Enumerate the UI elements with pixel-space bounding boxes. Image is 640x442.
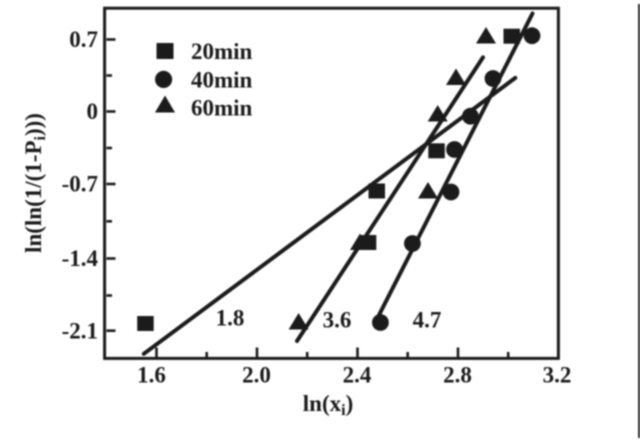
svg-text:1.6: 1.6 [137,363,166,388]
svg-text:60min: 60min [191,96,253,121]
svg-text:-1.4: -1.4 [62,246,99,271]
svg-text:2.0: 2.0 [242,363,271,388]
svg-text:3.2: 3.2 [543,363,572,388]
svg-text:-2.1: -2.1 [62,318,98,343]
svg-text:4.7: 4.7 [413,308,442,333]
svg-text:2.8: 2.8 [443,363,472,388]
svg-text:3.6: 3.6 [323,308,352,333]
svg-text:0.7: 0.7 [69,27,98,52]
svg-text:20min: 20min [191,39,253,64]
svg-text:ln(xi): ln(xi) [303,391,353,419]
svg-text:-0.7: -0.7 [62,172,98,197]
svg-text:40min: 40min [191,68,253,93]
svg-text:0: 0 [87,99,99,124]
svg-text:1.8: 1.8 [216,306,245,331]
svg-text:2.4: 2.4 [343,363,372,388]
svg-text:ln(ln(1/(1-Pi))): ln(ln(1/(1-Pi))) [21,113,49,253]
